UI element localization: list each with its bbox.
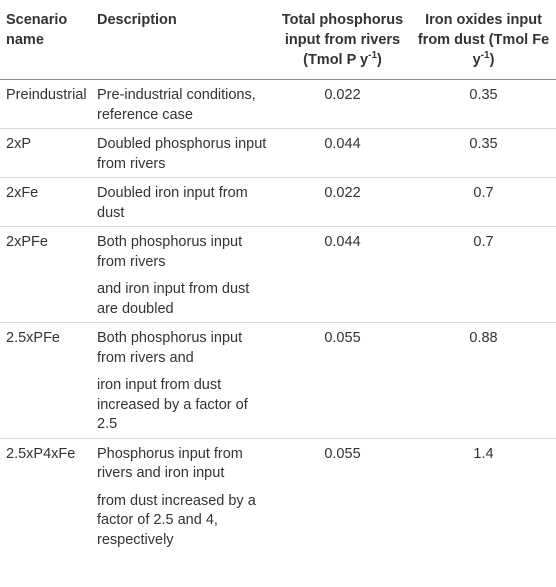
cell-iron: 0.35 <box>469 136 498 152</box>
table-row: 2.5xPFe Both phosphorus input from river… <box>0 322 556 372</box>
cell-description: Doubled iron input from dust <box>97 185 248 221</box>
header-phosphorus-main: Total phosphorus input from rivers <box>281 12 404 48</box>
cell-description: and iron input from dust are doubled <box>97 281 250 317</box>
header-iron-main: Iron oxides input from dust <box>417 12 542 48</box>
cell-description: Pre-industrial conditions, reference cas… <box>97 87 256 123</box>
header-phosphorus-input: Total phosphorus input from rivers (Tmol… <box>274 0 411 80</box>
cell-phosphorus: 0.022 <box>324 185 361 201</box>
table-row-continuation: and iron input from dust are doubled <box>0 275 556 323</box>
cell-description: from dust increased by a factor of 2.5 a… <box>97 492 256 548</box>
cell-iron-empty <box>411 371 556 438</box>
header-iron-input: Iron oxides input from dust (Tmol Fe y-1… <box>411 0 556 80</box>
cell-phosphorus: 0.022 <box>324 87 361 103</box>
cell-scenario: 2xPFe <box>6 234 48 250</box>
header-description: Description <box>97 12 177 28</box>
cell-scenario-empty <box>0 371 91 438</box>
cell-description: Both phosphorus input from rivers and <box>97 330 243 366</box>
cell-description: iron input from dust increased by a fact… <box>97 377 248 432</box>
cell-scenario: 2.5xP4xFe <box>6 445 76 462</box>
cell-iron: 0.7 <box>473 185 494 201</box>
table-row-continuation: from dust increased by a factor of 2.5 a… <box>0 487 556 555</box>
cell-phosphorus-empty <box>274 275 411 323</box>
header-row: Scenario name Description Total phosphor… <box>0 0 556 80</box>
cell-phosphorus: 0.055 <box>324 445 361 462</box>
cell-phosphorus-empty <box>274 371 411 438</box>
cell-phosphorus-empty <box>274 487 411 555</box>
cell-description: Doubled phosphorus input from rivers <box>97 136 267 172</box>
table-row: 2xFe Doubled iron input from dust 0.022 … <box>0 177 556 227</box>
cell-phosphorus: 0.044 <box>324 234 361 250</box>
table-row: 2xPFe Both phosphorus input from rivers … <box>0 226 556 276</box>
cell-scenario-empty <box>0 275 91 323</box>
cell-iron: 0.7 <box>473 234 494 250</box>
table-header: Scenario name Description Total phosphor… <box>0 0 556 80</box>
cell-iron: 0.88 <box>469 330 498 346</box>
header-scenario-name: Scenario name <box>6 12 68 48</box>
cell-scenario: 2xP <box>6 136 31 152</box>
cell-phosphorus: 0.055 <box>324 330 361 346</box>
scenario-table: Scenario name Description Total phosphor… <box>0 0 556 555</box>
table-row: 2xP Doubled phosphorus input from rivers… <box>0 128 556 178</box>
cell-iron: 1.4 <box>473 445 494 462</box>
header-iron-unit: (Tmol Fe y-1) <box>472 32 550 68</box>
table-row-continuation: iron input from dust increased by a fact… <box>0 371 556 438</box>
cell-scenario: 2xFe <box>6 185 39 201</box>
table-body: Preindustrial Pre-industrial conditions,… <box>0 79 556 555</box>
table-row: 2.5xP4xFe Phosphorus input from rivers a… <box>0 438 556 487</box>
header-phosphorus-unit: (Tmol P y-1) <box>303 50 382 68</box>
cell-description: Both phosphorus input from rivers <box>97 234 243 270</box>
cell-iron: 0.35 <box>469 87 498 103</box>
table-row: Preindustrial Pre-industrial conditions,… <box>0 79 556 129</box>
cell-iron-empty <box>411 275 556 323</box>
cell-scenario: 2.5xPFe <box>6 330 60 346</box>
cell-phosphorus: 0.044 <box>324 136 361 152</box>
cell-iron-empty <box>411 487 556 555</box>
cell-description: Phosphorus input from rivers and iron in… <box>97 445 243 482</box>
cell-scenario: Preindustrial <box>6 87 87 103</box>
cell-scenario-empty <box>0 487 91 555</box>
